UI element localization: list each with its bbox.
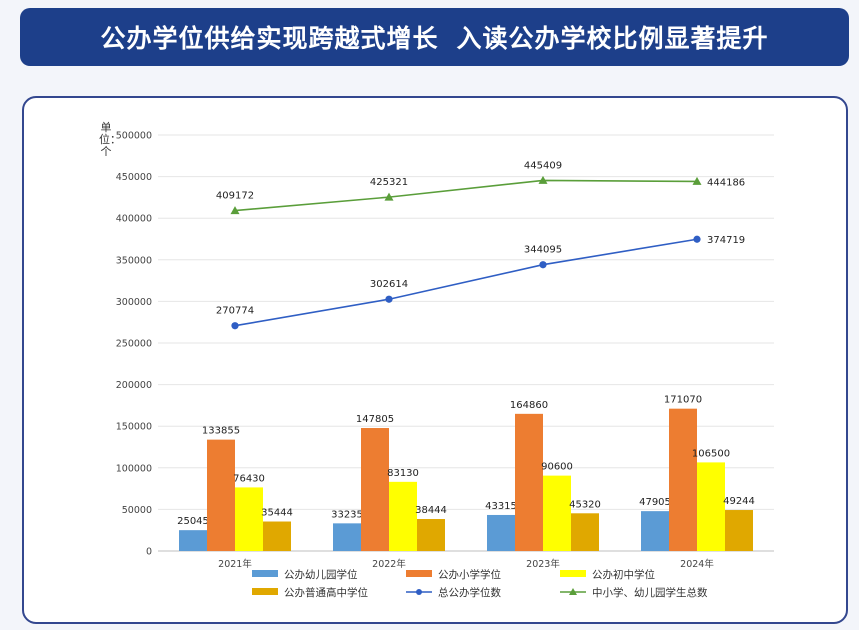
y-tick-label: 100000 (116, 463, 152, 474)
header-banner: 公办学位供给实现跨越式增长 入读公办学校比例显著提升 (20, 8, 849, 66)
legend-label: 公办小学学位 (438, 568, 501, 581)
series-line (234, 179, 698, 212)
bar-data-label: 164860 (510, 400, 548, 411)
y-tick-label: 500000 (116, 131, 152, 142)
bar (263, 521, 291, 551)
legend-label: 公办幼儿园学位 (284, 568, 358, 581)
bar-data-label: 43315 (485, 501, 517, 512)
line-point (230, 206, 240, 215)
bar-data-label: 45320 (569, 499, 601, 510)
x-tick-label: 2023年 (526, 558, 560, 570)
legend-swatch (252, 570, 278, 577)
line-point (692, 176, 702, 185)
y-tick-label: 250000 (116, 339, 152, 350)
x-tick-label: 2024年 (680, 558, 714, 570)
line-data-label: 444186 (707, 177, 745, 188)
header-title-right: 入读公办学校比例显著提升 (456, 24, 769, 53)
bar-data-label: 83130 (387, 468, 419, 479)
bar-data-label: 35444 (261, 508, 293, 519)
y-tick-label: 400000 (116, 214, 152, 225)
bar (543, 475, 571, 551)
y-tick-label: 50000 (122, 505, 152, 516)
line-data-label: 445409 (524, 160, 562, 171)
legend-swatch (252, 588, 278, 595)
bar (641, 511, 669, 551)
legend-label: 公办普通高中学位 (284, 586, 368, 599)
bar-data-label: 90600 (541, 462, 573, 473)
bar-data-label: 147805 (356, 414, 394, 425)
x-tick-label: 2021年 (218, 558, 252, 570)
legend-swatch (560, 570, 586, 577)
line-point (538, 175, 548, 184)
legend-swatch (406, 570, 432, 577)
y-tick-label: 200000 (116, 380, 152, 391)
bar (389, 481, 417, 551)
legend-label: 总公办学位数 (438, 586, 501, 599)
bar (333, 523, 361, 551)
line-data-label: 302614 (370, 279, 408, 290)
bar-data-label: 133855 (202, 426, 240, 437)
bar-data-label: 76430 (233, 473, 265, 484)
x-tick-label: 2022年 (372, 558, 406, 570)
line-data-label: 409172 (216, 191, 254, 202)
bar-data-label: 38444 (415, 505, 447, 516)
bar (417, 519, 445, 551)
line-point (384, 192, 394, 201)
y-tick-label: 350000 (116, 255, 152, 266)
bar-data-label: 33235 (331, 509, 363, 520)
bar-data-label: 49244 (723, 496, 755, 507)
y-tick-label: 150000 (116, 422, 152, 433)
bar (571, 513, 599, 551)
line-data-label: 344095 (524, 245, 562, 256)
bar-data-label: 171070 (664, 395, 702, 406)
legend-label: 中小学、幼儿园学生总数 (592, 586, 708, 599)
chart-panel: 单位：个 0 50000 100000 150000 200000 250000 30000… (22, 96, 848, 624)
line-point (693, 235, 701, 243)
bar (235, 487, 263, 551)
bar (207, 439, 235, 551)
bar (725, 510, 753, 551)
line-point (231, 322, 239, 330)
line-point (385, 295, 393, 303)
line-data-label: 425321 (370, 177, 408, 188)
bar (487, 514, 515, 551)
line-data-label: 270774 (216, 306, 254, 317)
bar-data-label: 47905 (639, 497, 671, 508)
bar-data-label: 25045 (177, 516, 209, 527)
legend-label: 公办初中学位 (592, 568, 655, 581)
series-line (234, 238, 698, 327)
bar (697, 462, 725, 551)
bar (515, 413, 543, 551)
y-tick-label: 300000 (116, 297, 152, 308)
bar (179, 530, 207, 551)
bar (361, 428, 389, 551)
y-tick-label: 0 (146, 547, 152, 558)
y-tick-label: 450000 (116, 172, 152, 183)
legend-marker (569, 588, 577, 595)
bar-data-label: 106500 (692, 448, 730, 459)
header-title-left: 公办学位供给实现跨越式增长 (100, 24, 439, 53)
bar (669, 408, 697, 551)
legend-marker (416, 589, 422, 595)
line-data-label: 374719 (707, 235, 745, 246)
line-point (539, 261, 547, 269)
chart-svg: 0 50000 100000 150000 200000 250000 300000 3500… (116, 131, 774, 599)
